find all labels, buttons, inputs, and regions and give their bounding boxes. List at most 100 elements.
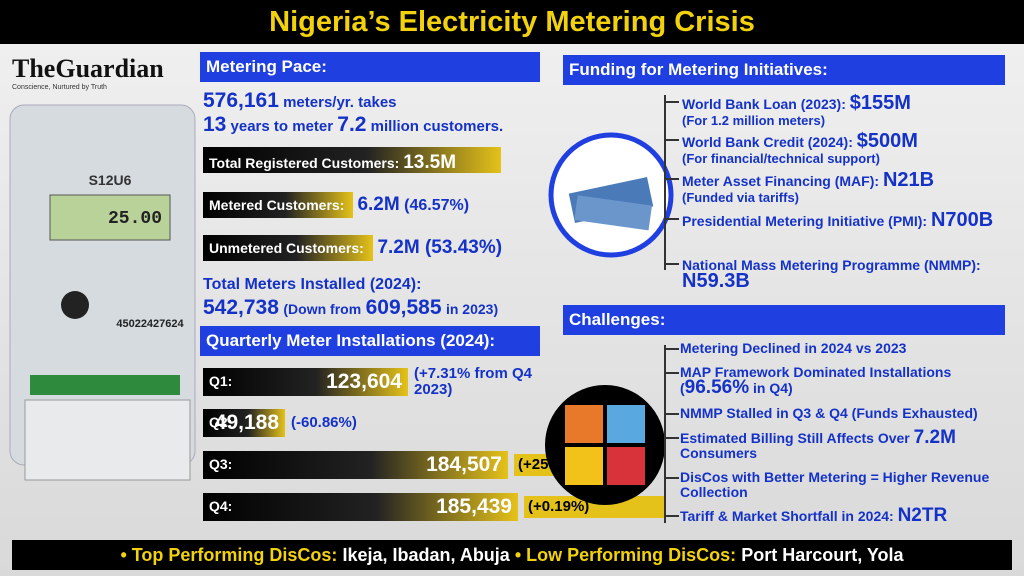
meters-note: (Down from xyxy=(283,301,362,317)
funding-label: World Bank Credit (2024): xyxy=(682,134,853,150)
meters-note: in 2023) xyxy=(445,301,499,317)
meters-installed: Total Meters Installed (2024): 542,738 (… xyxy=(203,273,498,321)
funding-item: World Bank Loan (2023): $155M (For 1.2 mi… xyxy=(682,92,1002,129)
bracket-tick xyxy=(665,413,679,415)
funding-amount: N21B xyxy=(882,169,935,191)
footer: • Top Performing DisCos: Ikeja, Ibadan, … xyxy=(12,540,1012,570)
quarter-value: 184,507 xyxy=(426,453,502,476)
section-heading: Funding for Metering Initiatives: xyxy=(563,55,1005,85)
bracket-line xyxy=(664,345,666,523)
bracket-line xyxy=(664,95,666,270)
funding-item: Presidential Metering Initiative (PMI): … xyxy=(682,209,1002,231)
bracket-tick xyxy=(665,477,679,479)
funding-note: (For financial/technical support) xyxy=(682,151,880,166)
meter-illustration: S12U6 25.00 45022427624 xyxy=(9,104,196,481)
meters-label: Total Meters Installed (2024): xyxy=(203,276,422,293)
quarter-value: 123,604 xyxy=(326,370,402,393)
quarter-label: Q2: xyxy=(209,414,233,430)
footer-label: • Low Performing DisCos: xyxy=(514,545,737,565)
funding-amount: $500M xyxy=(856,130,918,152)
quarter-label: Q4: xyxy=(209,498,233,514)
challenge-text: MAP Framework Dominated Installations ( xyxy=(680,364,952,396)
challenge-item: Metering Declined in 2024 vs 2023 xyxy=(680,341,1020,356)
funding-label: Meter Asset Financing (MAF): xyxy=(682,173,880,189)
money-stack xyxy=(574,195,653,231)
quarter-bar: Q3: 184,507 xyxy=(203,451,508,479)
bracket-tick xyxy=(665,348,679,350)
footer-label: • Top Performing DisCos: xyxy=(120,545,338,565)
footer-value: Port Harcourt, Yola xyxy=(741,545,904,565)
quarter-change: (+0.19%) xyxy=(524,496,664,518)
funding-label: National Mass Metering Programme (NMMP): xyxy=(682,257,981,273)
section-heading: Challenges: xyxy=(563,305,1005,335)
funding-note: (Funded via tariffs) xyxy=(682,190,800,205)
challenge-text: NMMP Stalled in Q3 & Q4 (Funds Exhausted… xyxy=(680,405,978,421)
puzzle-illustration xyxy=(545,385,665,505)
money-illustration xyxy=(548,132,674,258)
bracket-tick xyxy=(665,178,679,180)
challenge-item: Estimated Billing Still Affects Over 7.2… xyxy=(680,428,1020,461)
pace-customers-text: million customers. xyxy=(370,118,504,135)
meters-value: 542,738 xyxy=(203,296,279,319)
quarter-bar: Q2: 49,188 xyxy=(203,409,285,437)
logo-tagline: Conscience, Nurtured by Truth xyxy=(12,84,107,91)
challenge-item: Tariff & Market Shortfall in 2024: N2TR xyxy=(680,505,1020,526)
logo: TheGuardian Conscience, Nurtured by Trut… xyxy=(12,54,172,91)
funding-item: World Bank Credit (2024): $500M (For fina… xyxy=(682,130,1002,167)
funding-label: Presidential Metering Initiative (PMI): xyxy=(682,213,928,229)
puzzle-piece xyxy=(565,447,603,485)
challenge-text: Metering Declined in 2024 vs 2023 xyxy=(680,340,907,356)
quarter-bar: Q1: 123,604 xyxy=(203,368,408,396)
challenge-item: DisCos with Better Metering = Higher Rev… xyxy=(680,470,1020,500)
bracket-tick xyxy=(665,218,679,220)
logo-name: TheGuardian xyxy=(12,54,164,83)
bracket-tick xyxy=(665,139,679,141)
puzzle-piece xyxy=(607,447,645,485)
quarter-bar: Q4: 185,439 xyxy=(203,493,518,521)
footer-value: Ikeja, Ibadan, Abuja xyxy=(342,545,510,565)
meter-base xyxy=(24,399,191,481)
stat-value: 6.2M xyxy=(357,194,400,215)
quarter-row: Q1: 123,604 (+7.31% from Q4 2023) xyxy=(203,366,534,398)
stat-value: 13.5M xyxy=(403,152,457,173)
stat-note: (46.57%) xyxy=(404,197,470,214)
bracket-tick xyxy=(665,437,679,439)
pace-rate: 576,161 xyxy=(203,89,279,112)
challenge-highlight: N2TR xyxy=(897,505,948,526)
pace-years: 13 xyxy=(203,113,227,136)
bracket-tick xyxy=(665,515,679,517)
pace-customers: 7.2 xyxy=(337,113,367,136)
stat-row: Metered Customers: 6.2M (46.57%) xyxy=(203,192,469,218)
bracket-tick xyxy=(665,263,679,265)
stat-bar: Total Registered Customers: 13.5M xyxy=(203,147,501,173)
challenge-text: Consumers xyxy=(680,445,758,461)
meter-model: S12U6 xyxy=(89,172,132,188)
challenge-item: MAP Framework Dominated Installations (9… xyxy=(680,364,1020,398)
meter-display xyxy=(49,194,171,241)
funding-amount: N700B xyxy=(930,209,994,231)
section-heading: Quarterly Meter Installations (2024): xyxy=(200,326,540,356)
challenge-text: DisCos with Better Metering = Higher Rev… xyxy=(680,469,990,500)
pace-years-text: years to meter xyxy=(230,118,334,135)
meter-reading: 25.00 xyxy=(108,209,162,229)
puzzle-piece xyxy=(607,405,645,443)
quarter-label: Q1: xyxy=(209,373,233,389)
quarter-change: (+7.31% from Q4 2023) xyxy=(414,365,532,398)
quarter-change: (-60.86%) xyxy=(291,414,357,431)
meter-port xyxy=(61,291,89,319)
puzzle-circle xyxy=(545,385,665,505)
pace-text: 576,161 meters/yr. takes 13 years to met… xyxy=(203,90,503,138)
stat-label: Total Registered Customers: xyxy=(209,155,400,171)
challenge-text: Tariff & Market Shortfall in 2024: xyxy=(680,508,898,524)
stat-row: Unmetered Customers: 7.2M (53.43%) xyxy=(203,235,502,261)
bracket-tick xyxy=(665,101,679,103)
challenge-text: in Q4) xyxy=(749,380,793,396)
bracket-tick xyxy=(665,372,679,374)
title: Nigeria’s Electricity Metering Crisis xyxy=(0,0,1024,44)
funding-amount: $155M xyxy=(849,92,911,114)
meters-previous: 609,585 xyxy=(365,296,442,319)
challenge-item: NMMP Stalled in Q3 & Q4 (Funds Exhausted… xyxy=(680,406,1020,421)
stat-value: 7.2M (53.43%) xyxy=(377,237,503,258)
